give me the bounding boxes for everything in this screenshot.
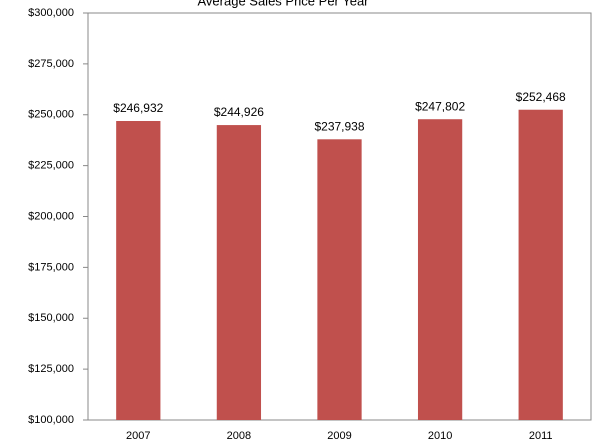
x-tick-label: 2008 bbox=[227, 430, 251, 442]
y-tick-label: $100,000 bbox=[28, 414, 74, 426]
y-tick-label: $250,000 bbox=[28, 109, 74, 121]
value-label: $246,932 bbox=[113, 101, 163, 115]
y-tick-label: $150,000 bbox=[28, 312, 74, 324]
y-tick-label: $175,000 bbox=[28, 261, 74, 273]
x-tick-label: 2007 bbox=[126, 430, 150, 442]
x-tick-label: 2009 bbox=[327, 430, 351, 442]
y-tick-label: $200,000 bbox=[28, 210, 74, 222]
bar bbox=[317, 139, 362, 420]
bar bbox=[518, 109, 563, 420]
value-label: $237,938 bbox=[314, 119, 364, 133]
value-label: $252,468 bbox=[516, 90, 566, 104]
x-tick-label: 2011 bbox=[529, 430, 553, 442]
value-label: $247,802 bbox=[415, 99, 465, 113]
bar bbox=[116, 120, 161, 420]
y-tick-label: $125,000 bbox=[28, 363, 74, 375]
y-tick-label: $300,000 bbox=[28, 7, 74, 19]
y-tick-label: $225,000 bbox=[28, 160, 74, 172]
value-label: $244,926 bbox=[214, 105, 264, 119]
x-tick-label: 2010 bbox=[428, 430, 452, 442]
y-tick-label: $275,000 bbox=[28, 58, 74, 70]
bar bbox=[216, 125, 262, 420]
bar bbox=[417, 119, 463, 420]
chart-title: Average Sales Price Per Year bbox=[197, 0, 369, 8]
